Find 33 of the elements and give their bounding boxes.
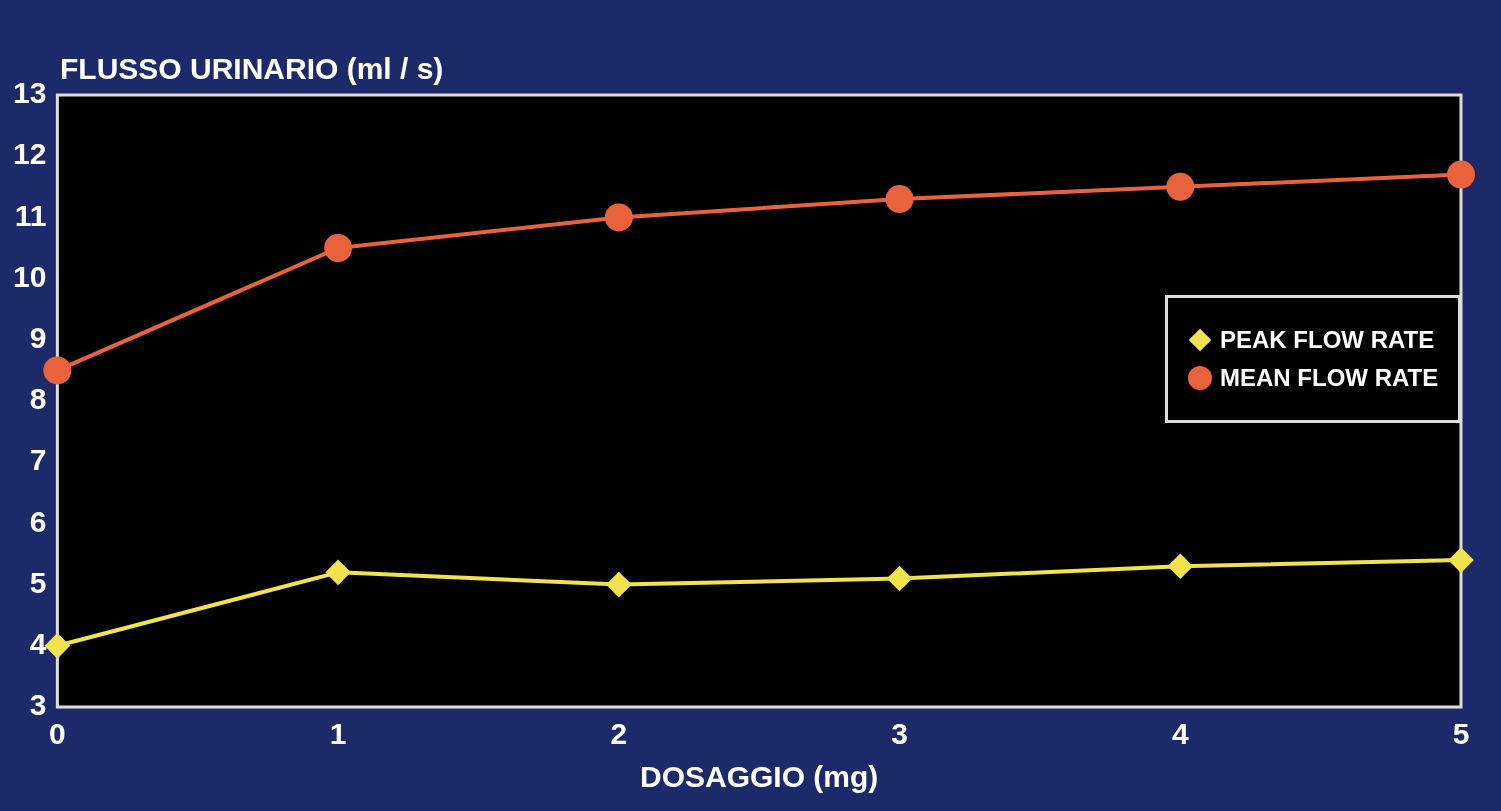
- y-tick-label: 7: [29, 443, 47, 477]
- point: [1166, 172, 1195, 201]
- y-tick-label: 10: [12, 259, 47, 293]
- point: [326, 560, 351, 585]
- y-tick-label: 4: [29, 627, 47, 661]
- legend-label: MEAN FLOW RATE: [1220, 364, 1439, 392]
- y-tick-label: 11: [14, 198, 47, 232]
- x-axis-title: DOSAGGIO (mg): [640, 760, 879, 794]
- y-tick-label: 3: [29, 688, 47, 722]
- x-tick-label: 0: [49, 717, 66, 751]
- y-tick-label: 12: [12, 137, 47, 171]
- x-tick-label: 3: [891, 717, 908, 751]
- legend-label: PEAK FLOW RATE: [1220, 326, 1435, 354]
- y-tick-label: 6: [29, 504, 47, 538]
- y-tick-label: 9: [29, 321, 47, 355]
- point: [43, 356, 72, 385]
- y-tick-label: 5: [29, 565, 47, 599]
- y-axis-title: FLUSSO URINARIO (ml / s): [60, 52, 444, 86]
- x-tick-label: 2: [610, 717, 628, 751]
- point: [1168, 554, 1193, 579]
- point: [885, 185, 914, 214]
- point: [606, 572, 631, 597]
- point: [604, 203, 633, 232]
- point: [1449, 548, 1473, 573]
- x-tick-label: 5: [1452, 717, 1470, 751]
- point: [324, 234, 353, 262]
- x-tick-label: 1: [329, 717, 347, 751]
- point: [1447, 160, 1475, 189]
- x-tick-label: 4: [1171, 717, 1189, 751]
- point: [887, 566, 912, 591]
- y-tick-label: 13: [12, 76, 47, 110]
- y-tick-label: 8: [29, 382, 47, 416]
- point: [45, 633, 70, 658]
